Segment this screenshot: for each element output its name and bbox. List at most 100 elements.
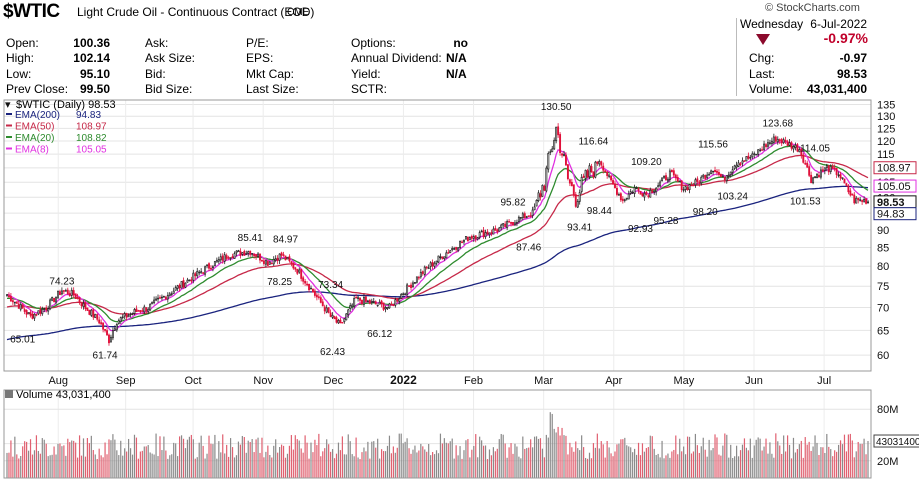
candle-body bbox=[394, 299, 397, 306]
candle-body bbox=[682, 189, 685, 191]
candle-body bbox=[164, 296, 167, 300]
candle-body bbox=[280, 252, 283, 256]
volume-bar bbox=[818, 454, 820, 478]
volume-bar bbox=[500, 433, 502, 478]
candle-body bbox=[717, 172, 720, 175]
candle-body bbox=[339, 319, 342, 324]
candle-body bbox=[335, 317, 338, 323]
candle-body bbox=[592, 171, 595, 178]
candle-body bbox=[816, 174, 818, 179]
price-tag-box bbox=[873, 161, 917, 175]
volume-bar bbox=[632, 452, 634, 478]
volume-bar bbox=[559, 435, 561, 478]
candle-body bbox=[555, 126, 558, 142]
down-arrow-icon bbox=[756, 34, 770, 45]
volume-bar bbox=[622, 439, 624, 478]
candle-body bbox=[796, 144, 799, 152]
volume-bar bbox=[461, 458, 463, 478]
volume-bar bbox=[518, 456, 520, 478]
volume-bar bbox=[828, 446, 830, 478]
candle-body bbox=[761, 149, 764, 151]
volume-bar bbox=[63, 445, 65, 478]
candle-body bbox=[268, 261, 271, 265]
volume-bar bbox=[92, 450, 94, 478]
candle-body bbox=[310, 287, 312, 290]
volume-bar bbox=[200, 435, 202, 478]
volume-bar bbox=[112, 434, 114, 478]
price-tick-label: 85 bbox=[877, 243, 889, 255]
candle-body bbox=[80, 302, 83, 307]
volume-bar bbox=[837, 444, 840, 478]
volume-bar bbox=[649, 435, 651, 478]
volume-bar bbox=[202, 445, 204, 478]
volume-bar bbox=[441, 443, 444, 478]
candle-body bbox=[514, 222, 516, 226]
volume-bar bbox=[267, 445, 269, 478]
candle-body bbox=[855, 197, 858, 204]
volume-bar bbox=[180, 435, 183, 478]
volume-bar bbox=[459, 446, 461, 478]
candle-body bbox=[143, 306, 146, 313]
candle-body bbox=[745, 156, 748, 162]
volume-bar bbox=[706, 456, 708, 478]
volume-bar bbox=[816, 442, 818, 478]
volume-bar bbox=[724, 433, 726, 478]
candle-body bbox=[614, 183, 616, 189]
volume-bar bbox=[14, 436, 16, 478]
candle-body bbox=[690, 184, 693, 187]
candle-body bbox=[600, 161, 603, 166]
volume-bar bbox=[857, 441, 859, 478]
candle-body bbox=[155, 298, 158, 301]
candle-body bbox=[121, 316, 124, 319]
volume-bar bbox=[777, 441, 779, 478]
candle-body bbox=[768, 142, 771, 144]
volume-bar bbox=[396, 447, 398, 478]
brand-watermark[interactable]: © StockCharts.com bbox=[765, 2, 860, 14]
price-grid bbox=[4, 100, 871, 478]
candle-body bbox=[408, 285, 411, 287]
candle-body bbox=[559, 134, 562, 153]
volume-bar bbox=[561, 427, 563, 478]
candle-body bbox=[145, 307, 148, 312]
candle-body bbox=[21, 304, 24, 309]
volume-bar bbox=[357, 457, 359, 478]
volume-bar bbox=[98, 448, 100, 478]
candle-body bbox=[41, 308, 44, 315]
volume-bar bbox=[804, 437, 806, 478]
price-annotation: 93.41 bbox=[567, 222, 592, 233]
volume-bar bbox=[841, 444, 844, 478]
candle-body bbox=[270, 262, 273, 265]
candle-body bbox=[166, 295, 169, 300]
volume-bar bbox=[139, 451, 141, 478]
candle-body bbox=[676, 176, 679, 182]
candle-body bbox=[68, 293, 71, 296]
candle-body bbox=[821, 169, 824, 172]
volume-bar bbox=[414, 445, 416, 478]
candle-body bbox=[363, 297, 365, 305]
candle-body bbox=[453, 248, 456, 250]
volume-bar bbox=[430, 455, 432, 478]
field-label: Mkt Cap: bbox=[246, 67, 295, 81]
candle-body bbox=[666, 178, 669, 182]
candle-body bbox=[525, 216, 528, 218]
candle-body bbox=[474, 235, 477, 240]
volume-bar bbox=[222, 434, 224, 478]
candle-body bbox=[398, 298, 401, 302]
candle-body bbox=[9, 296, 12, 302]
volume-bar bbox=[55, 454, 57, 478]
candle-body bbox=[70, 289, 73, 296]
volume-bar bbox=[696, 445, 698, 478]
symbol-title: $WTIC bbox=[3, 1, 60, 22]
candle-body bbox=[818, 174, 820, 178]
volume-bar bbox=[416, 452, 418, 478]
volume-bar bbox=[247, 440, 249, 478]
exchange-label: CME bbox=[287, 7, 310, 18]
candle-body bbox=[13, 301, 16, 304]
volume-bar bbox=[606, 440, 608, 478]
volume-bar bbox=[508, 447, 510, 478]
price-tick-label: 65 bbox=[877, 325, 889, 337]
candle-body bbox=[298, 269, 301, 273]
candle-body bbox=[629, 191, 632, 194]
volume-bar bbox=[151, 453, 153, 478]
